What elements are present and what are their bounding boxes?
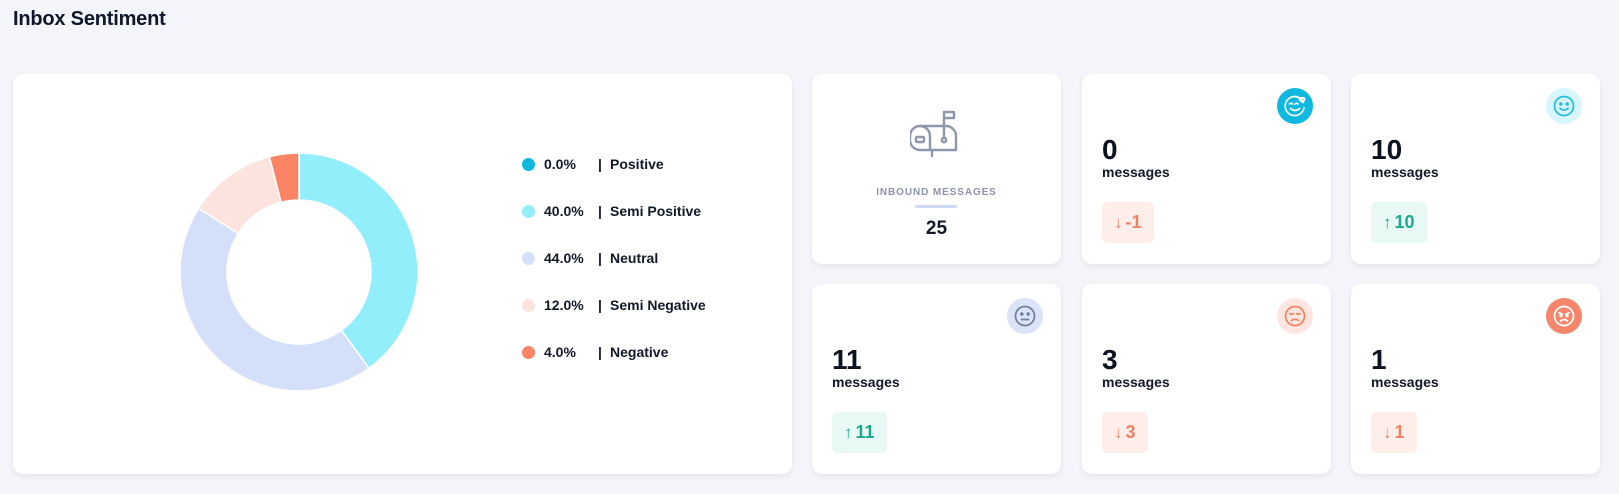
legend-separator: |: [598, 203, 602, 219]
stat-change-value: -1: [1125, 212, 1142, 232]
inbound-divider: [915, 205, 957, 208]
legend-percentage: 44.0%: [544, 250, 584, 266]
stat-change-badge: ↑ 10: [1371, 202, 1427, 243]
neutral-face-icon: [1007, 298, 1043, 334]
stat-card-negative: 1 messages ↓ 1: [1351, 284, 1600, 474]
legend-percentage: 12.0%: [544, 297, 584, 313]
love-face-icon: [1277, 88, 1313, 124]
stat-card-positive: 0 messages ↓ -1: [1082, 74, 1331, 264]
arrow-up-icon: ↑: [1383, 212, 1392, 232]
stat-value: 3: [1102, 344, 1118, 375]
stat-change-badge: ↓ 1: [1371, 412, 1417, 453]
page-title: Inbox Sentiment: [13, 8, 166, 30]
arrow-down-icon: ↓: [1114, 422, 1123, 442]
stat-change-value: 11: [855, 422, 875, 442]
unamused-face-icon: [1277, 298, 1313, 334]
legend-label: Negative: [610, 344, 669, 360]
donut-slice-semi-positive[interactable]: [298, 152, 419, 370]
legend-separator: |: [598, 297, 602, 313]
legend-item-positive[interactable]: 0.0% | Positive: [522, 154, 664, 174]
legend-dot: [522, 157, 535, 171]
donut-slice-neutral[interactable]: [179, 207, 370, 392]
stat-change-badge: ↑ 11: [832, 412, 887, 453]
stat-unit: messages: [1371, 374, 1439, 390]
stat-card-semi-negative: 3 messages ↓ 3: [1082, 284, 1331, 474]
donut-slice-negative[interactable]: [268, 152, 300, 204]
arrow-up-icon: ↑: [844, 422, 853, 442]
legend-item-semi-negative[interactable]: 12.0% | Semi Negative: [522, 295, 706, 315]
legend-separator: |: [598, 156, 602, 172]
legend-percentage: 40.0%: [544, 203, 584, 219]
legend-label: Neutral: [610, 250, 659, 266]
stat-change-badge: ↓ 3: [1102, 412, 1148, 453]
angry-face-icon: [1546, 298, 1582, 334]
stat-value: 1: [1371, 344, 1387, 375]
legend-separator: |: [598, 344, 602, 360]
stat-change-value: 1: [1394, 422, 1405, 442]
inbound-messages-card: INBOUND MESSAGES 25: [812, 74, 1061, 264]
legend-label: Semi Negative: [610, 297, 706, 313]
arrow-down-icon: ↓: [1114, 212, 1123, 232]
stat-unit: messages: [1371, 164, 1439, 180]
stat-value: 11: [832, 344, 862, 375]
stat-unit: messages: [832, 374, 900, 390]
stat-value: 0: [1102, 134, 1118, 165]
legend-item-negative[interactable]: 4.0% | Negative: [522, 342, 668, 362]
legend-label: Positive: [610, 156, 664, 172]
stat-change-badge: ↓ -1: [1102, 202, 1154, 243]
legend-percentage: 4.0%: [544, 344, 576, 360]
stat-change-value: 10: [1394, 212, 1415, 232]
legend-item-semi-positive[interactable]: 40.0% | Semi Positive: [522, 201, 701, 221]
smile-face-icon: [1546, 88, 1582, 124]
stat-value: 10: [1371, 134, 1403, 165]
legend-label: Semi Positive: [610, 203, 702, 219]
legend-separator: |: [598, 250, 602, 266]
legend-dot: [522, 251, 535, 265]
mailbox-icon: [910, 110, 958, 158]
sentiment-donut-chart: [179, 152, 419, 392]
legend-dot: [522, 204, 535, 218]
stat-unit: messages: [1102, 374, 1170, 390]
legend-dot: [522, 345, 535, 359]
stat-change-value: 3: [1125, 422, 1136, 442]
sentiment-chart-card: 0.0% | Positive 40.0% | Semi Positive 44.0% | Ne…: [13, 74, 792, 474]
legend-percentage: 0.0%: [544, 156, 576, 172]
inbound-messages-label: INBOUND MESSAGES: [876, 187, 997, 198]
stat-card-neutral: 11 messages ↑ 11: [812, 284, 1061, 474]
legend-dot: [522, 298, 535, 312]
stat-card-semi-positive: 10 messages ↑ 10: [1351, 74, 1600, 264]
legend-item-neutral[interactable]: 44.0% | Neutral: [522, 248, 658, 268]
stat-unit: messages: [1102, 164, 1170, 180]
inbound-messages-count: 25: [925, 218, 948, 239]
arrow-down-icon: ↓: [1383, 422, 1392, 442]
